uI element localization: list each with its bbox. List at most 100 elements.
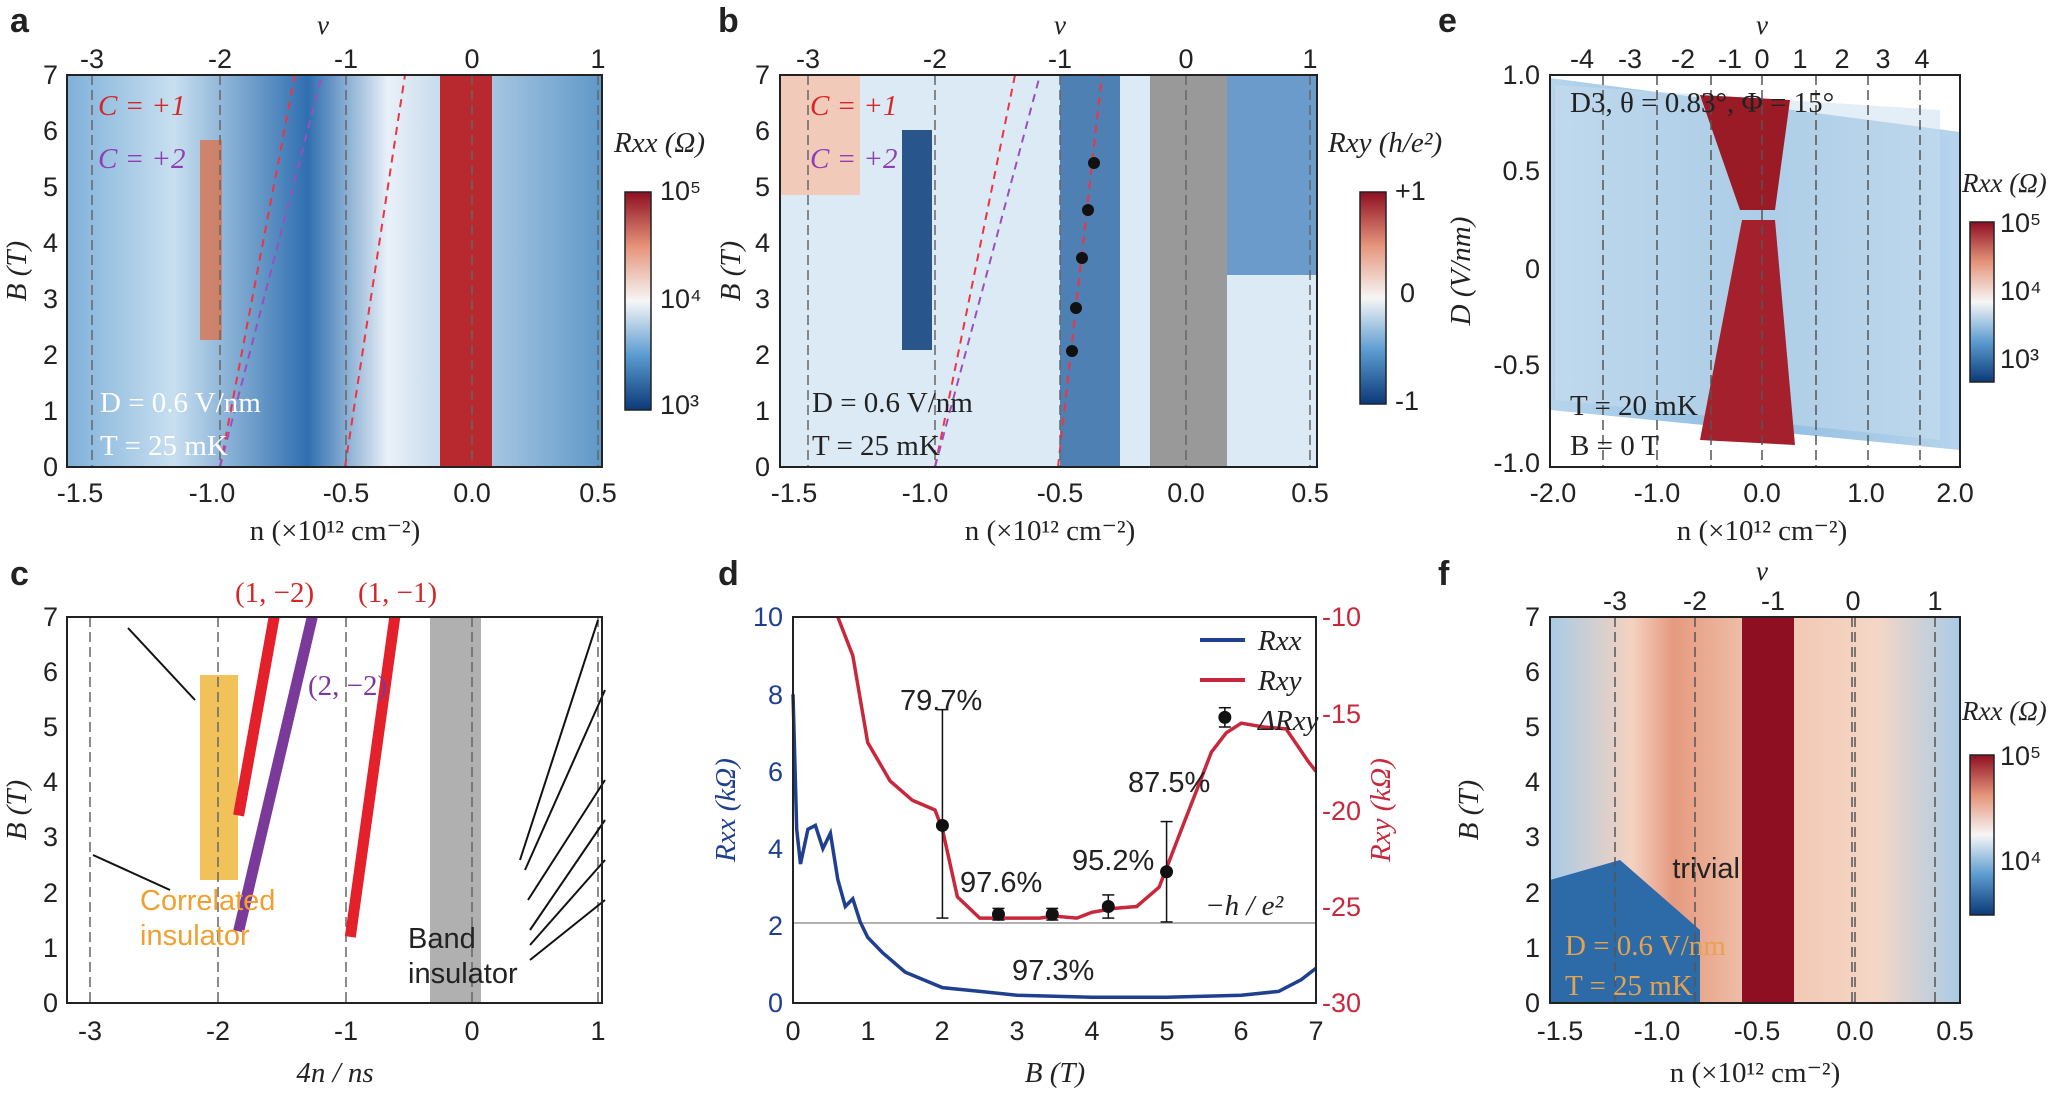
svg-text:3: 3 [755, 284, 770, 314]
svg-text:0.5: 0.5 [1502, 156, 1540, 186]
svg-text:-0.5: -0.5 [1493, 350, 1540, 380]
y-ticks-c: 0 1 2 3 4 5 6 7 [43, 602, 58, 1018]
series-line-rxy [836, 616, 1318, 920]
x-ticks-f: -1.5 -1.0 -0.5 0.0 0.5 [1537, 1016, 1974, 1046]
x-ticks-c: -3 -2 -1 0 1 [78, 1016, 606, 1046]
svg-text:2: 2 [934, 1016, 949, 1046]
condition-t-f: T = 25 mK [1565, 970, 1693, 1002]
y-right-label-d: Rxy (kΩ) [1365, 758, 1397, 863]
svg-text:0.5: 0.5 [1936, 1016, 1974, 1046]
svg-text:-3: -3 [796, 44, 820, 74]
svg-text:4: 4 [755, 228, 770, 258]
svg-text:10⁴: 10⁴ [2000, 846, 2042, 876]
svg-text:10: 10 [753, 602, 783, 632]
svg-text:-2: -2 [1683, 586, 1707, 616]
filling-lines-a [91, 75, 599, 467]
colorbar-b [1359, 191, 1387, 405]
guide-line-b3 [1057, 74, 1103, 468]
svg-text:-10: -10 [1322, 602, 1361, 632]
svg-text:-1: -1 [1395, 386, 1419, 416]
frame-b [779, 74, 1318, 468]
condition-t-e: T = 20 mK [1570, 390, 1698, 422]
colorbar-ticks-a: 10⁵ 10⁴ 10³ [660, 176, 702, 420]
colorbar-label-f: Rxx (Ω) [1961, 696, 2047, 726]
curves-d [791, 616, 1318, 999]
frame-e [1549, 74, 1961, 468]
x-label-b: n (×10¹² cm⁻²) [965, 515, 1136, 547]
x-ticks-b: -1.5 -1.0 -0.5 0.0 0.5 [771, 478, 1329, 508]
svg-text:0.0: 0.0 [1743, 478, 1781, 508]
heatmap-e-top-lobe [1700, 95, 1790, 210]
panel-a: a ν -3 -2 -1 0 1 -1.5 -1.0 -0.5 0.0 0.5 0 1 2… [1, 2, 705, 547]
percent-labels-d: 79.7% 97.6% 97.3% 95.2% 87.5% [900, 685, 1210, 987]
svg-text:-25: -25 [1322, 892, 1361, 922]
guide-line-b2 [934, 74, 1041, 468]
svg-text:1.0: 1.0 [1847, 478, 1885, 508]
panel-c: c -3 -2 -1 0 1 0 1 2 3 4 5 6 7 4n / ns B (T) [1, 555, 606, 1089]
svg-text:-0.5: -0.5 [1037, 478, 1084, 508]
svg-text:-2: -2 [206, 1016, 230, 1046]
svg-text:-0.5: -0.5 [1734, 1016, 1781, 1046]
x-label-d: B (T) [1025, 1057, 1085, 1089]
filling-lines-f [1614, 617, 1936, 1003]
x-ticks-d: 0 1 2 3 4 5 6 7 [785, 1016, 1323, 1046]
frame-f [1549, 616, 1961, 1004]
svg-text:10⁴: 10⁴ [2000, 276, 2042, 306]
svg-text:7: 7 [43, 602, 58, 632]
svg-text:3: 3 [1009, 1016, 1024, 1046]
svg-text:-20: -20 [1322, 796, 1361, 826]
delta-rxy-point [1160, 865, 1174, 879]
svg-text:0: 0 [43, 452, 58, 482]
delta-rxy-point [1045, 907, 1059, 921]
colorbar-label-b: Rxy (h/e²) [1327, 127, 1442, 159]
y-label-a: B (T) [1, 241, 33, 301]
annotation-trivial: trivial [1672, 853, 1740, 885]
panel-label-f: f [1438, 555, 1450, 593]
svg-text:0: 0 [1525, 988, 1540, 1018]
svg-text:-3: -3 [80, 44, 104, 74]
svg-text:0.5: 0.5 [1291, 478, 1329, 508]
heatmap-e-bottom-lobe [1700, 220, 1795, 445]
heatmap-feature-f [1550, 860, 1700, 1003]
top-axis-label-f: ν [1756, 556, 1768, 586]
y-right-ticks-d: -30 -25 -20 -15 -10 [1322, 602, 1361, 1018]
y-ticks-a: 0 1 2 3 4 5 6 7 [43, 60, 58, 482]
svg-text:2: 2 [43, 340, 58, 370]
svg-text:-1.0: -1.0 [902, 478, 949, 508]
svg-text:-1.5: -1.5 [1537, 1016, 1584, 1046]
svg-text:10⁵: 10⁵ [2000, 208, 2041, 238]
svg-text:1.0: 1.0 [1502, 60, 1540, 90]
panel-label-d: d [718, 555, 739, 593]
x-ticks-e: -2.0 -1.0 0.0 1.0 2.0 [1530, 478, 1974, 508]
frame-c [66, 616, 603, 1004]
guide-line-a3 [344, 74, 406, 468]
svg-text:10³: 10³ [2000, 344, 2039, 374]
y-left-label-d: Rxx (kΩ) [710, 758, 742, 863]
y-ticks-e: -1.0 -0.5 0 0.5 1.0 [1493, 60, 1540, 478]
svg-text:2: 2 [1834, 44, 1849, 74]
condition-b-e: B = 0 T [1570, 430, 1659, 462]
svg-text:3: 3 [1525, 822, 1540, 852]
annotation-insulator-2: insulator [408, 958, 518, 990]
svg-text:6: 6 [1233, 1016, 1248, 1046]
svg-text:1: 1 [1525, 933, 1540, 963]
svg-text:-1: -1 [1761, 586, 1785, 616]
condition-d-b: D = 0.6 V/nm [812, 387, 973, 419]
x-ticks-a: -1.5 -1.0 -0.5 0.0 0.5 [57, 478, 617, 508]
heatmap-feature-a1 [200, 140, 222, 340]
svg-text:4: 4 [43, 228, 58, 258]
legend-c2-a: C = +2 [98, 143, 185, 175]
guide-line-a2 [219, 74, 323, 468]
svg-text:1: 1 [1792, 44, 1807, 74]
svg-text:-1: -1 [1048, 44, 1072, 74]
colorbar-f [1969, 754, 1995, 916]
svg-text:-3: -3 [78, 1016, 102, 1046]
heatmap-feature-b2 [902, 130, 932, 350]
svg-text:95.2%: 95.2% [1072, 845, 1154, 877]
y-label-e: D (V/nm) [1445, 217, 1477, 327]
svg-text:-0.5: -0.5 [323, 478, 370, 508]
delta-rxy-points [935, 706, 1232, 923]
delta-rxy-point [1101, 900, 1115, 913]
